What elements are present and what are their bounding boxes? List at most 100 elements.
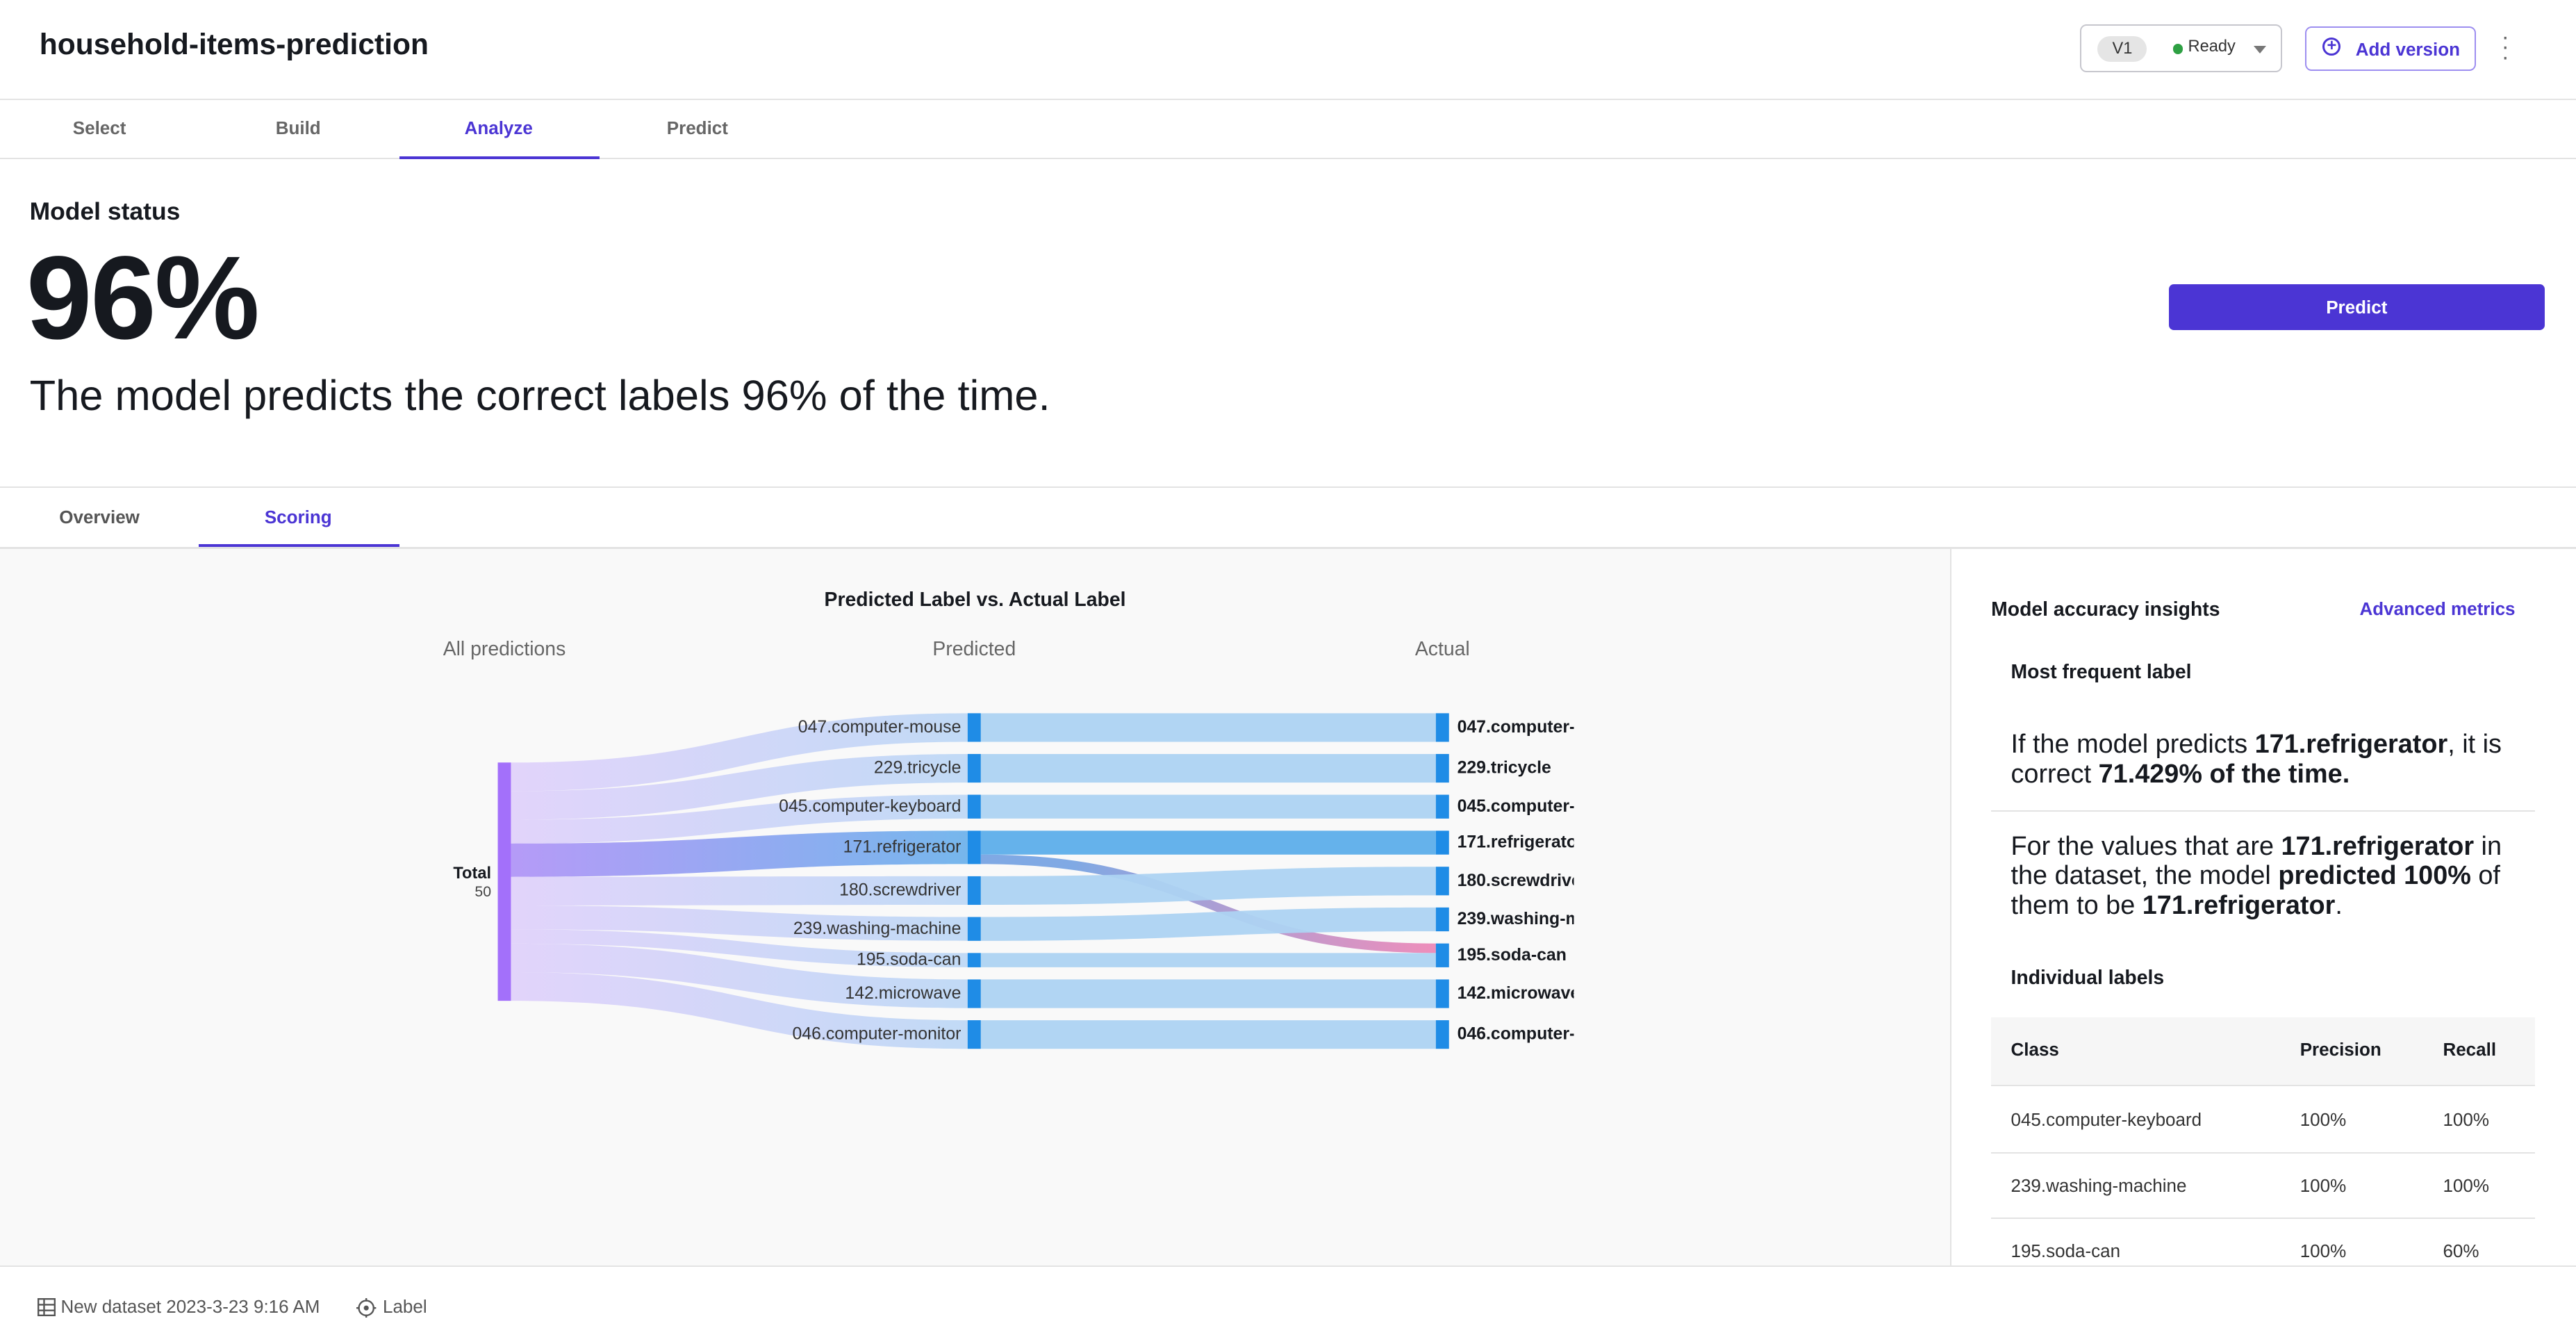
table-row: 239.washing-machine 100% 100% — [1991, 1152, 2535, 1220]
link-046.computer-monitor-to-046.computer-monitor — [980, 1020, 1436, 1049]
column-class[interactable]: Class — [2011, 1038, 2059, 1060]
link-195.soda-can-to-195.soda-can — [980, 953, 1436, 967]
link-total-to-046.computer-monitor — [511, 972, 968, 1049]
node-predicted-195.soda-can — [967, 953, 981, 967]
chart-title: Predicted Label vs. Actual Label — [824, 588, 1126, 611]
cell-recall: 60% — [2443, 1240, 2479, 1262]
node-actual-046.computer-monitor — [1435, 1020, 1449, 1049]
actual-label: 229.tricycle — [1458, 759, 1551, 778]
most-frequent-heading: Most frequent label — [2011, 660, 2192, 683]
link-142.microwave-to-142.microwave — [980, 979, 1436, 1008]
text: . — [2335, 890, 2343, 920]
plus-circle-icon: + — [2322, 38, 2341, 56]
actual-label: 045.computer-keyboard — [1458, 797, 1652, 816]
dataset-info[interactable]: New dataset 2023-3-23 9:16 AM — [60, 1296, 320, 1318]
node-actual-229.tricycle — [1435, 753, 1449, 783]
column-heading-actual: Actual — [1414, 637, 1470, 660]
cell-class: 195.soda-can — [2011, 1240, 2121, 1262]
actual-labels: 047.computer-mouse 229.tricycle 045.comput… — [1458, 718, 1652, 1044]
predicted-label: 229.tricycle — [874, 759, 961, 778]
individual-labels-heading: Individual labels — [2011, 966, 2165, 989]
divider — [0, 158, 2576, 160]
predicted-label: 046.computer-monitor — [793, 1025, 961, 1044]
actual-label: 046.computer-monitor — [1458, 1025, 1640, 1044]
node-actual-239.washing-machine — [1435, 907, 1449, 932]
active-tab-indicator — [399, 156, 600, 160]
version-dropdown[interactable]: V1 Ready — [2079, 24, 2282, 73]
predict-button[interactable]: Predict — [2168, 284, 2545, 331]
link-total-to-171.refrigerator — [511, 830, 968, 877]
model-status-heading: Model status — [29, 197, 181, 225]
divider — [0, 486, 2576, 489]
link-total-to-229.tricycle — [511, 753, 968, 820]
table-row: 045.computer-keyboard 100% 100% — [1991, 1086, 2535, 1154]
node-actual-047.computer-mouse — [1435, 713, 1449, 742]
column-heading-predicted: Predicted — [932, 637, 1016, 660]
cell-class: 045.computer-keyboard — [2011, 1109, 2202, 1131]
version-badge: V1 — [2097, 35, 2147, 63]
advanced-metrics-link[interactable]: Advanced metrics — [2359, 598, 2516, 619]
actual-label: 142.microwave — [1458, 984, 1580, 1003]
actual-label: 171.refrigerator — [1458, 833, 1585, 852]
link-047.computer-mouse-to-047.computer-mouse — [980, 713, 1436, 742]
tab-select[interactable]: Select — [72, 117, 126, 139]
recall-value: predicted 100% — [2278, 861, 2471, 891]
target-label[interactable]: Label — [382, 1296, 427, 1318]
total-label: Total — [453, 864, 491, 883]
node-actual-171.refrigerator — [1435, 830, 1449, 855]
link-total-to-195.soda-can — [511, 929, 968, 967]
actual-label: 239.washing-machine — [1458, 910, 1636, 928]
subtab-scoring[interactable]: Scoring — [264, 507, 332, 528]
status-text: Ready — [2188, 38, 2236, 56]
label-name: 171.refrigerator — [2281, 831, 2475, 861]
chart-panel — [0, 548, 1951, 1265]
table-header: Class Precision Recall — [1991, 1017, 2535, 1086]
link-171.refrigerator-to-195.soda-can — [980, 854, 1436, 953]
label-name: 171.refrigerator — [2142, 890, 2336, 920]
link-total-to-142.microwave — [511, 943, 968, 1008]
tab-build[interactable]: Build — [275, 117, 321, 139]
node-total — [497, 762, 511, 1001]
divider — [0, 547, 2576, 549]
total-value: 50 — [474, 883, 491, 900]
insights-heading: Model accuracy insights — [1991, 598, 2220, 621]
predicted-label: 171.refrigerator — [843, 838, 961, 857]
actual-label: 180.screwdriver — [1458, 871, 1588, 890]
add-version-button[interactable]: + Add version — [2304, 26, 2476, 71]
column-precision[interactable]: Precision — [2300, 1038, 2381, 1060]
insights-panel — [1950, 548, 2576, 1265]
divider — [1991, 810, 2535, 812]
cell-class: 239.washing-machine — [2011, 1174, 2187, 1196]
actual-label: 047.computer-mouse — [1458, 718, 1631, 737]
link-239.washing-machine-to-239.washing-machine — [980, 907, 1436, 941]
model-title: household-items-prediction — [39, 28, 429, 62]
label-name: 171.refrigerator — [2254, 729, 2448, 759]
active-subtab-indicator — [199, 543, 399, 548]
cell-precision: 100% — [2300, 1174, 2347, 1196]
node-predicted-239.washing-machine — [967, 917, 981, 941]
tab-analyze[interactable]: Analyze — [464, 117, 533, 139]
node-predicted-229.tricycle — [967, 753, 981, 783]
kebab-icon[interactable]: · · · — [2501, 24, 2509, 70]
link-045.computer-keyboard-to-045.computer-keyboard — [980, 794, 1436, 819]
subtab-overview[interactable]: Overview — [59, 507, 140, 528]
tab-predict[interactable]: Predict — [666, 117, 728, 139]
table-icon — [38, 1297, 56, 1316]
predicted-label: 047.computer-mouse — [798, 718, 961, 737]
link-total-to-239.washing-machine — [511, 905, 968, 941]
caret-down-icon — [2254, 45, 2267, 54]
text: of them to be — [2011, 861, 2500, 920]
link-180.screwdriver-to-180.screwdriver — [980, 867, 1436, 905]
node-actual-045.computer-keyboard — [1435, 794, 1449, 819]
link-total-to-047.computer-mouse — [511, 713, 968, 792]
precision-insight: If the model predicts 171.refrigerator, … — [2011, 730, 2520, 789]
target-icon — [356, 1297, 377, 1318]
node-actual-142.microwave — [1435, 979, 1449, 1008]
status-dot-icon — [2173, 44, 2183, 54]
text: For the values that are — [2011, 831, 2281, 861]
column-recall[interactable]: Recall — [2443, 1038, 2497, 1060]
node-predicted-171.refrigerator — [967, 830, 981, 864]
accuracy-sentence: The model predicts the correct labels 96… — [29, 372, 1050, 420]
